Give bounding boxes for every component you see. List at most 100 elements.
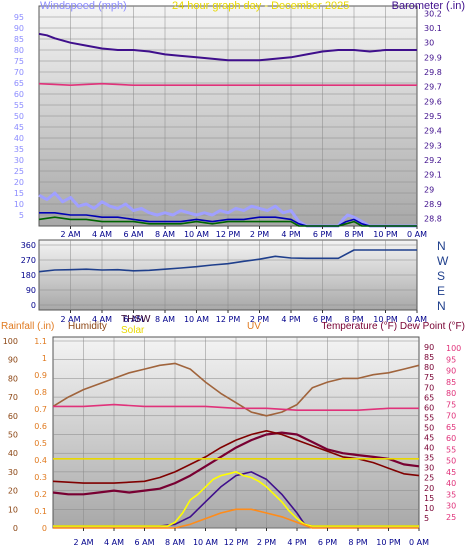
rainfall-axis-label: Rainfall (.in)	[1, 321, 54, 332]
humidity-tick-90: 90	[8, 356, 18, 365]
panel-3-series-humidity	[52, 362, 420, 417]
dewpoint-tick-25: 25	[446, 513, 456, 522]
x-tick-label-6-pm: 6 PM	[313, 230, 332, 239]
x-tick-label-6-am: 6 AM	[134, 538, 154, 547]
windspeed-tick-30: 30	[14, 156, 24, 165]
x-tick-label-2-pm: 2 PM	[257, 538, 276, 547]
barometer-axis-label: Barometer (.in)	[392, 0, 465, 12]
humidity-tick-70: 70	[8, 393, 18, 402]
barometer-tick-29-7: 29.7	[424, 83, 442, 92]
panel-1-ticks: 95 90 85 80 75 70 65 60 55 50 45 40 35 30 25 20 15 10 5 30.…	[14, 9, 442, 239]
temperature-tick-10: 10	[424, 504, 434, 513]
barometer-tick-29: 29	[424, 185, 434, 194]
x-tick-label-4-am: 4 AM	[92, 230, 112, 239]
temperature-tick-55: 55	[424, 413, 434, 422]
x-tick-label-2-pm: 2 PM	[250, 230, 269, 239]
chart-title: 24 hour graph day - December 2025	[172, 0, 349, 12]
rainfall-tick-0-7: 0.7	[34, 405, 47, 414]
barometer-tick-30-2: 30.2	[424, 9, 442, 18]
barometer-tick-29-8: 29.8	[424, 68, 442, 77]
humidity-tick-100: 100	[3, 337, 18, 346]
barometer-tick-29-5: 29.5	[424, 112, 442, 121]
barometer-tick-30: 30	[424, 39, 434, 48]
temperature-axis-label: Temperature (°F) Dew Point (°F)	[321, 321, 465, 332]
x-tick-label-8-pm: 8 PM	[344, 315, 363, 324]
panel-3-ticks: 10090807060504030201001.110.90.80.70.60.…	[3, 337, 462, 547]
humidity-tick-60: 60	[8, 412, 18, 421]
barometer-tick-29-2: 29.2	[424, 156, 442, 165]
panel-3-series-uv	[53, 508, 419, 529]
humidity-tick-40: 40	[8, 449, 18, 458]
x-tick-label-8-am: 8 AM	[155, 230, 175, 239]
windspeed-tick-45: 45	[14, 123, 24, 132]
windspeed-tick-40: 40	[14, 134, 24, 143]
barometer-tick-28-9: 28.9	[424, 200, 442, 209]
temperature-tick-20: 20	[424, 484, 434, 493]
windspeed-tick-25: 25	[14, 167, 24, 176]
rainfall-tick-1-1: 1.1	[34, 337, 47, 346]
humidity-tick-0: 0	[13, 524, 18, 533]
x-tick-label-8-pm: 8 PM	[344, 230, 363, 239]
temperature-tick-70: 70	[424, 383, 434, 392]
temperature-tick-40: 40	[424, 444, 434, 453]
x-tick-label-2-pm: 2 PM	[250, 315, 269, 324]
x-tick-label-10-am: 10 AM	[193, 538, 218, 547]
humidity-tick-20: 20	[8, 487, 18, 496]
windspeed-tick-55: 55	[14, 101, 24, 110]
x-tick-label-2-am: 2 AM	[60, 230, 80, 239]
rainfall-tick-0-8: 0.8	[34, 388, 47, 397]
wind-barometer-panel: 95 90 85 80 75 70 65 60 55 50 45 40 35 30 25 20 15 10 5 30.…	[14, 0, 465, 239]
temperature-tick-60: 60	[424, 403, 434, 412]
x-tick-label-4-pm: 4 PM	[287, 538, 306, 547]
compass-label-1: W	[437, 254, 449, 268]
barometer-tick-29-3: 29.3	[424, 141, 442, 150]
rainfall-tick-0-1: 0.1	[34, 507, 47, 516]
x-tick-label-2-am: 2 AM	[73, 538, 93, 547]
dewpoint-tick-100: 100	[446, 344, 461, 353]
x-tick-label-6-am: 6 AM	[123, 230, 143, 239]
dewpoint-tick-70: 70	[446, 412, 456, 421]
windspeed-tick-75: 75	[14, 57, 24, 66]
x-tick-label-6-pm: 6 PM	[313, 315, 332, 324]
panel-3-series-solar	[53, 471, 419, 527]
barometer-tick-29-4: 29.4	[424, 127, 442, 136]
x-tick-label-4-pm: 4 PM	[281, 315, 300, 324]
temperature-tick-90: 90	[424, 343, 434, 352]
direction-tick-0: 0	[31, 301, 36, 310]
x-tick-label-8-pm: 8 PM	[348, 538, 367, 547]
barometer-tick-29-6: 29.6	[424, 97, 442, 106]
temperature-tick-5: 5	[424, 514, 429, 523]
direction-tick-180: 180	[21, 271, 36, 280]
windspeed-tick-80: 80	[14, 46, 24, 55]
windspeed-axis-label: Windspeed (mph)	[40, 0, 127, 12]
x-tick-label-4-pm: 4 PM	[281, 230, 300, 239]
dewpoint-tick-60: 60	[446, 434, 456, 443]
temperature-tick-15: 15	[424, 494, 434, 503]
x-tick-label-6-am: 6 AM	[123, 315, 143, 324]
panel-1-series-line-0	[38, 32, 417, 62]
panel-2-series	[38, 249, 417, 273]
x-tick-label-10-pm: 10 PM	[376, 538, 401, 547]
panel-3-series	[52, 362, 420, 529]
windspeed-tick-85: 85	[14, 35, 24, 44]
x-tick-label-0-am: 0 AM	[407, 230, 427, 239]
humidity-tick-10: 10	[8, 505, 18, 514]
x-tick-label-12-pm: 12 PM	[216, 315, 241, 324]
humidity-tick-80: 80	[8, 374, 18, 383]
rainfall-tick-0-4: 0.4	[34, 456, 47, 465]
panel-3-series-temperature	[52, 431, 420, 496]
panel-3-series-thsw	[52, 429, 420, 484]
direction-tick-270: 270	[21, 256, 36, 265]
windspeed-tick-15: 15	[14, 189, 24, 198]
barometer-tick-29-9: 29.9	[424, 53, 442, 62]
barometer-tick-30-1: 30.1	[424, 24, 442, 33]
windspeed-tick-60: 60	[14, 90, 24, 99]
x-tick-label-4-am: 4 AM	[104, 538, 124, 547]
panel-1-series-line-2	[38, 191, 417, 228]
uv-axis-label: UV	[247, 321, 261, 332]
humidity-tick-30: 30	[8, 468, 18, 477]
dewpoint-tick-75: 75	[446, 400, 456, 409]
